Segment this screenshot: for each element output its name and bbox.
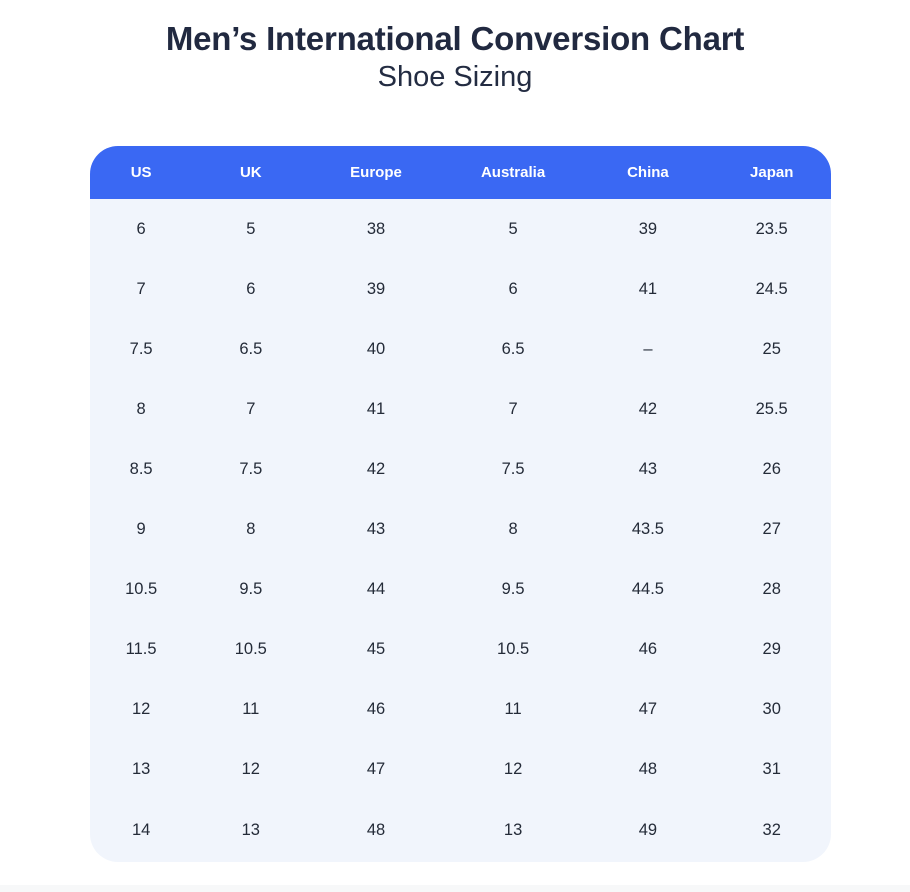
size-cell-china: 49 bbox=[583, 799, 713, 862]
size-cell-japan: 31 bbox=[712, 739, 831, 799]
column-header-japan: Japan bbox=[712, 146, 831, 199]
size-cell-us: 9 bbox=[90, 499, 193, 559]
size-cell-japan: 26 bbox=[712, 439, 831, 499]
size-cell-europe: 45 bbox=[309, 619, 443, 679]
size-cell-uk: 8 bbox=[192, 499, 310, 559]
table-row: 8 7 41 7 42 25.5 bbox=[90, 379, 831, 439]
size-cell-us: 14 bbox=[90, 799, 193, 862]
next-section-edge bbox=[0, 885, 910, 892]
size-cell-china: 43.5 bbox=[583, 499, 713, 559]
size-cell-europe: 42 bbox=[309, 439, 443, 499]
size-cell-europe: 38 bbox=[309, 199, 443, 259]
size-cell-china: 42 bbox=[583, 379, 713, 439]
size-cell-japan: 32 bbox=[712, 799, 831, 862]
size-cell-china: 44.5 bbox=[583, 559, 713, 619]
page-subtitle: Shoe Sizing bbox=[377, 61, 533, 93]
size-cell-australia: 5 bbox=[442, 199, 584, 259]
size-cell-us: 7 bbox=[90, 259, 193, 319]
size-cell-china: 47 bbox=[583, 679, 713, 739]
size-cell-japan: 27 bbox=[712, 499, 831, 559]
size-cell-europe: 46 bbox=[309, 679, 443, 739]
table-row: 7 6 39 6 41 24.5 bbox=[90, 259, 831, 319]
size-cell-us: 12 bbox=[90, 679, 193, 739]
size-cell-us: 8.5 bbox=[90, 439, 193, 499]
table-row: 13 12 47 12 48 31 bbox=[90, 739, 831, 799]
table-row: 14 13 48 13 49 32 bbox=[90, 799, 831, 862]
size-cell-china: 46 bbox=[583, 619, 713, 679]
size-cell-australia: 6 bbox=[442, 259, 584, 319]
size-cell-europe: 48 bbox=[309, 799, 443, 862]
size-cell-uk: 12 bbox=[192, 739, 310, 799]
size-cell-china: 41 bbox=[583, 259, 713, 319]
column-header-uk: UK bbox=[192, 146, 310, 199]
page-title: Men’s International Conversion Chart bbox=[165, 20, 745, 57]
size-cell-australia: 8 bbox=[442, 499, 584, 559]
size-cell-australia: 6.5 bbox=[442, 319, 584, 379]
size-cell-australia: 7 bbox=[442, 379, 584, 439]
size-cell-japan: 25.5 bbox=[712, 379, 831, 439]
size-cell-europe: 41 bbox=[309, 379, 443, 439]
size-cell-uk: 7.5 bbox=[192, 439, 310, 499]
size-cell-australia: 9.5 bbox=[442, 559, 584, 619]
table-row: 12 11 46 11 47 30 bbox=[90, 679, 831, 739]
table-row: 8.5 7.5 42 7.5 43 26 bbox=[90, 439, 831, 499]
size-cell-china: – bbox=[583, 319, 713, 379]
size-cell-uk: 6 bbox=[192, 259, 310, 319]
table-header-row: US UK Europe Australia China Japan bbox=[90, 146, 831, 199]
size-cell-us: 13 bbox=[90, 739, 193, 799]
size-cell-europe: 39 bbox=[309, 259, 443, 319]
size-cell-uk: 13 bbox=[192, 799, 310, 862]
column-header-australia: Australia bbox=[442, 146, 584, 199]
size-cell-us: 10.5 bbox=[90, 559, 193, 619]
size-cell-japan: 28 bbox=[712, 559, 831, 619]
size-cell-japan: 30 bbox=[712, 679, 831, 739]
size-cell-us: 7.5 bbox=[90, 319, 193, 379]
size-cell-europe: 47 bbox=[309, 739, 443, 799]
size-cell-uk: 11 bbox=[192, 679, 310, 739]
table-row: 10.5 9.5 44 9.5 44.5 28 bbox=[90, 559, 831, 619]
table-row: 9 8 43 8 43.5 27 bbox=[90, 499, 831, 559]
size-cell-uk: 5 bbox=[192, 199, 310, 259]
size-cell-uk: 7 bbox=[192, 379, 310, 439]
size-cell-uk: 6.5 bbox=[192, 319, 310, 379]
column-header-china: China bbox=[583, 146, 713, 199]
table-body: 6 5 38 5 39 23.5 7 6 39 6 41 24.5 7.5 6.5 40 6.5–25 8 7 41… bbox=[90, 199, 831, 862]
size-cell-australia: 10.5 bbox=[442, 619, 584, 679]
table-header: US UK Europe Australia China Japan bbox=[90, 146, 831, 199]
size-cell-us: 6 bbox=[90, 199, 193, 259]
size-cell-japan: 23.5 bbox=[712, 199, 831, 259]
size-cell-europe: 40 bbox=[309, 319, 443, 379]
shoe-size-conversion-table: US UK Europe Australia China Japan 6 5 38 5 39 23.… bbox=[90, 146, 831, 862]
size-cell-japan: 25 bbox=[712, 319, 831, 379]
size-cell-us: 11.5 bbox=[90, 619, 193, 679]
size-cell-australia: 12 bbox=[442, 739, 584, 799]
size-cell-australia: 7.5 bbox=[442, 439, 584, 499]
size-cell-europe: 44 bbox=[309, 559, 443, 619]
column-header-europe: Europe bbox=[309, 146, 443, 199]
table-row: 11.5 10.5 45 10.5 46 29 bbox=[90, 619, 831, 679]
size-cell-europe: 43 bbox=[309, 499, 443, 559]
table-row: 6 5 38 5 39 23.5 bbox=[90, 199, 831, 259]
conversion-table: US UK Europe Australia China Japan 6 5 38 5 39 23.… bbox=[90, 146, 831, 862]
size-cell-us: 8 bbox=[90, 379, 193, 439]
column-header-us: US bbox=[90, 146, 193, 199]
size-cell-australia: 13 bbox=[442, 799, 584, 862]
size-cell-china: 43 bbox=[583, 439, 713, 499]
size-cell-china: 48 bbox=[583, 739, 713, 799]
size-cell-uk: 10.5 bbox=[192, 619, 310, 679]
size-cell-australia: 11 bbox=[442, 679, 584, 739]
table-row: 7.5 6.5 40 6.5–25 bbox=[90, 319, 831, 379]
size-cell-japan: 24.5 bbox=[712, 259, 831, 319]
size-cell-uk: 9.5 bbox=[192, 559, 310, 619]
size-cell-china: 39 bbox=[583, 199, 713, 259]
size-cell-japan: 29 bbox=[712, 619, 831, 679]
